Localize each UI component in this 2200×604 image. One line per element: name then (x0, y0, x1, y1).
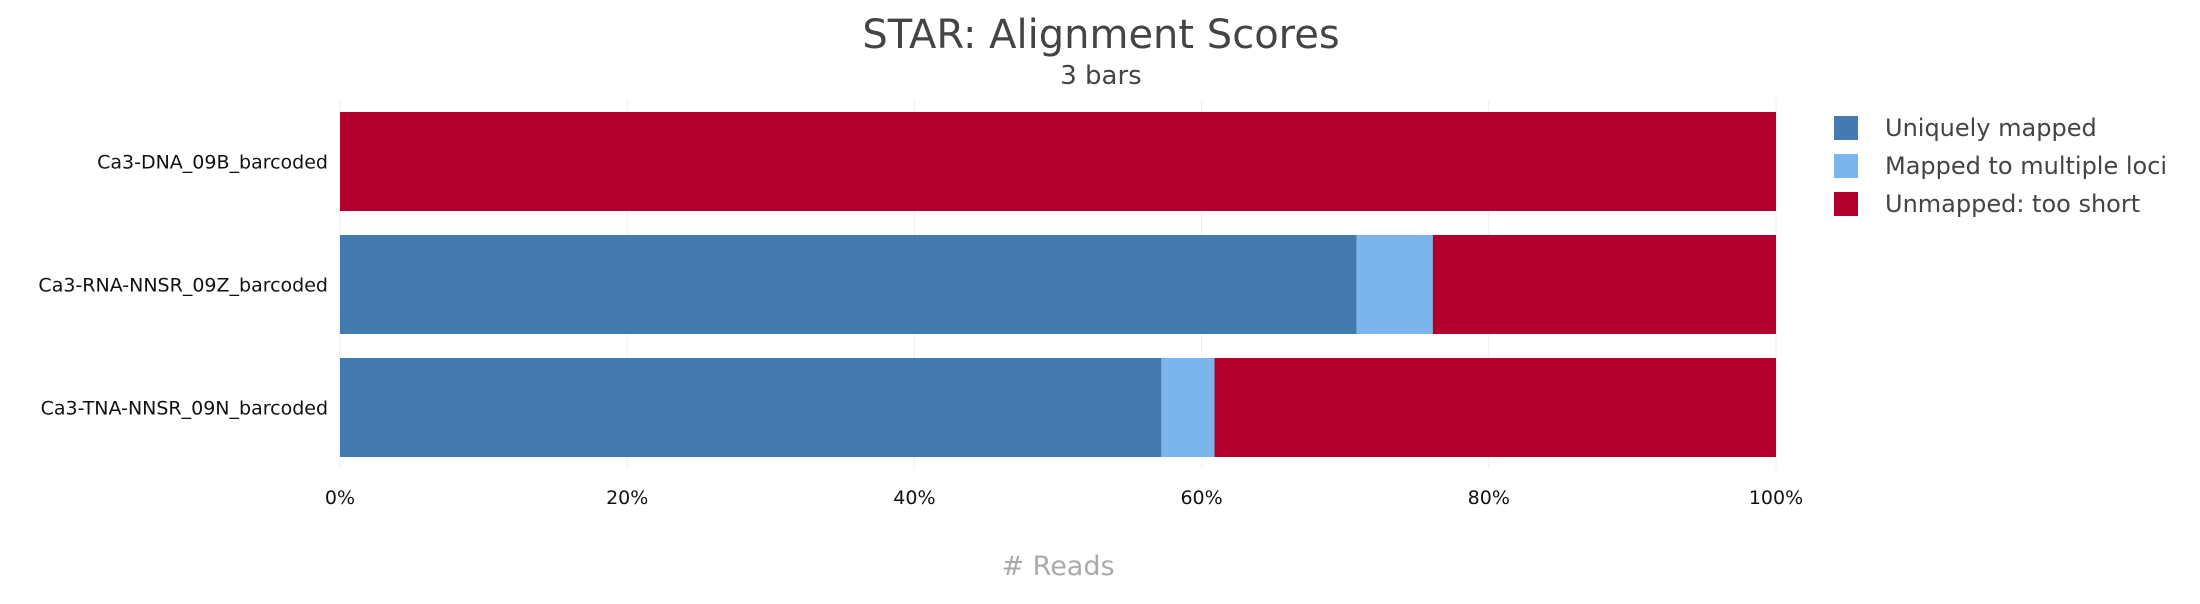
bar-segment[interactable] (1214, 358, 1776, 457)
legend-label[interactable]: Mapped to multiple loci (1885, 152, 2167, 180)
legend-swatch (1834, 192, 1858, 216)
bar-segment[interactable] (1432, 235, 1776, 334)
x-tick-label: 0% (325, 487, 355, 509)
bar-segment[interactable] (340, 112, 1776, 211)
x-tick-labels: 0% 20% 40% 60% 80% 100% (325, 487, 1803, 509)
x-tick-label: 40% (893, 487, 935, 509)
bars (340, 112, 1776, 457)
category-labels: Ca3-DNA_09B_barcoded Ca3-RNA-NNSR_09Z_bar… (38, 152, 328, 420)
bar-segment[interactable] (340, 358, 1162, 457)
bar-segment[interactable] (340, 235, 1357, 334)
bar-segment[interactable] (1356, 235, 1433, 334)
chart-subtitle: 3 bars (1060, 61, 1141, 91)
category-label: Ca3-TNA-NNSR_09N_barcoded (41, 398, 328, 420)
legend-swatch (1834, 116, 1858, 140)
x-tick-label: 60% (1180, 487, 1222, 509)
legend-label[interactable]: Uniquely mapped (1885, 114, 2097, 142)
x-axis-label: # Reads (1001, 551, 1114, 582)
bar-segment[interactable] (1161, 358, 1215, 457)
x-tick-label: 100% (1749, 487, 1803, 509)
legend-swatch (1834, 154, 1858, 178)
legend-label[interactable]: Unmapped: too short (1885, 190, 2140, 218)
legend: Uniquely mapped Mapped to multiple loci Un… (1834, 114, 2167, 218)
x-tick-label: 20% (606, 487, 648, 509)
category-label: Ca3-DNA_09B_barcoded (97, 152, 328, 174)
x-tick-label: 80% (1468, 487, 1510, 509)
category-label: Ca3-RNA-NNSR_09Z_barcoded (38, 275, 328, 297)
chart-title: STAR: Alignment Scores (862, 12, 1339, 58)
